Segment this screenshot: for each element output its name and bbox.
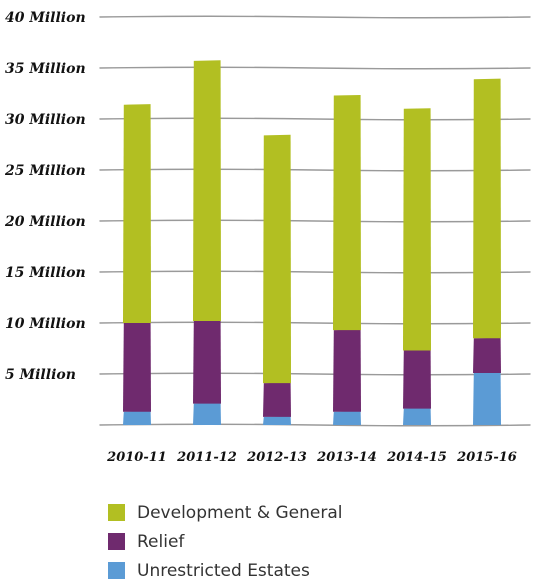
y-tick-label: 5 Million [5,367,76,383]
gridline [99,321,531,325]
bar-segment [333,94,361,331]
y-tick-label: 15 Million [5,265,86,281]
bar-segment [193,402,221,425]
gridline [99,15,531,19]
legend-swatch [108,533,125,550]
x-tick-label: 2013-14 [316,450,377,465]
x-tick-label: 2014-15 [386,450,447,465]
gridline [99,168,531,172]
y-tick-label: 40 Million [5,10,86,26]
labels: 5 Million 10 Million 15 Million 20 Million 2… [4,10,517,465]
legend-label: Relief [137,531,185,552]
bar-segment [193,60,221,321]
bar-segment [263,382,291,417]
legend-swatch [108,504,125,521]
bar-segment [473,372,501,425]
x-tick-label: 2012-13 [246,450,307,465]
gridline [99,423,531,427]
gridline [99,117,531,121]
bar-segment [473,337,501,373]
legend-label: Unrestricted Estates [137,560,310,581]
legend-swatch [108,562,125,579]
gridline [99,372,531,376]
legend-item-development-general: Development & General [108,498,343,527]
bars [123,60,501,425]
gridline [99,219,531,223]
bar-segment [123,104,151,324]
gridline [99,270,531,274]
bar-segment [333,329,361,412]
x-tick-label: 2010-11 [106,450,167,465]
x-tick-label: 2011-12 [176,450,237,465]
bar-segment [403,108,431,351]
bar-segment [123,322,151,412]
x-tick-label: 2015-16 [456,450,517,465]
bar-segment [263,134,291,384]
y-tick-label: 10 Million [5,316,86,332]
stacked-bar-chart: 5 Million 10 Million 15 Million 20 Million 2… [4,10,531,465]
legend-label: Development & General [137,502,343,523]
bar-segment [403,349,431,409]
y-tick-label: 25 Million [4,163,86,179]
bar-segment [193,320,221,404]
y-tick-label: 20 Million [4,214,86,230]
bar-segment [263,416,291,425]
legend-item-relief: Relief [108,527,343,556]
y-tick-label: 30 Million [5,112,86,128]
legend: Development & General Relief Unrestricte… [108,498,343,585]
bar-segment [403,408,431,425]
bar-segment [473,78,501,339]
legend-item-unrestricted-estates: Unrestricted Estates [108,556,343,585]
bar-segment [123,411,151,425]
grid-lines [99,15,531,427]
y-tick-label: 35 Million [5,61,86,77]
gridline [99,66,531,70]
bar-segment [333,411,361,425]
